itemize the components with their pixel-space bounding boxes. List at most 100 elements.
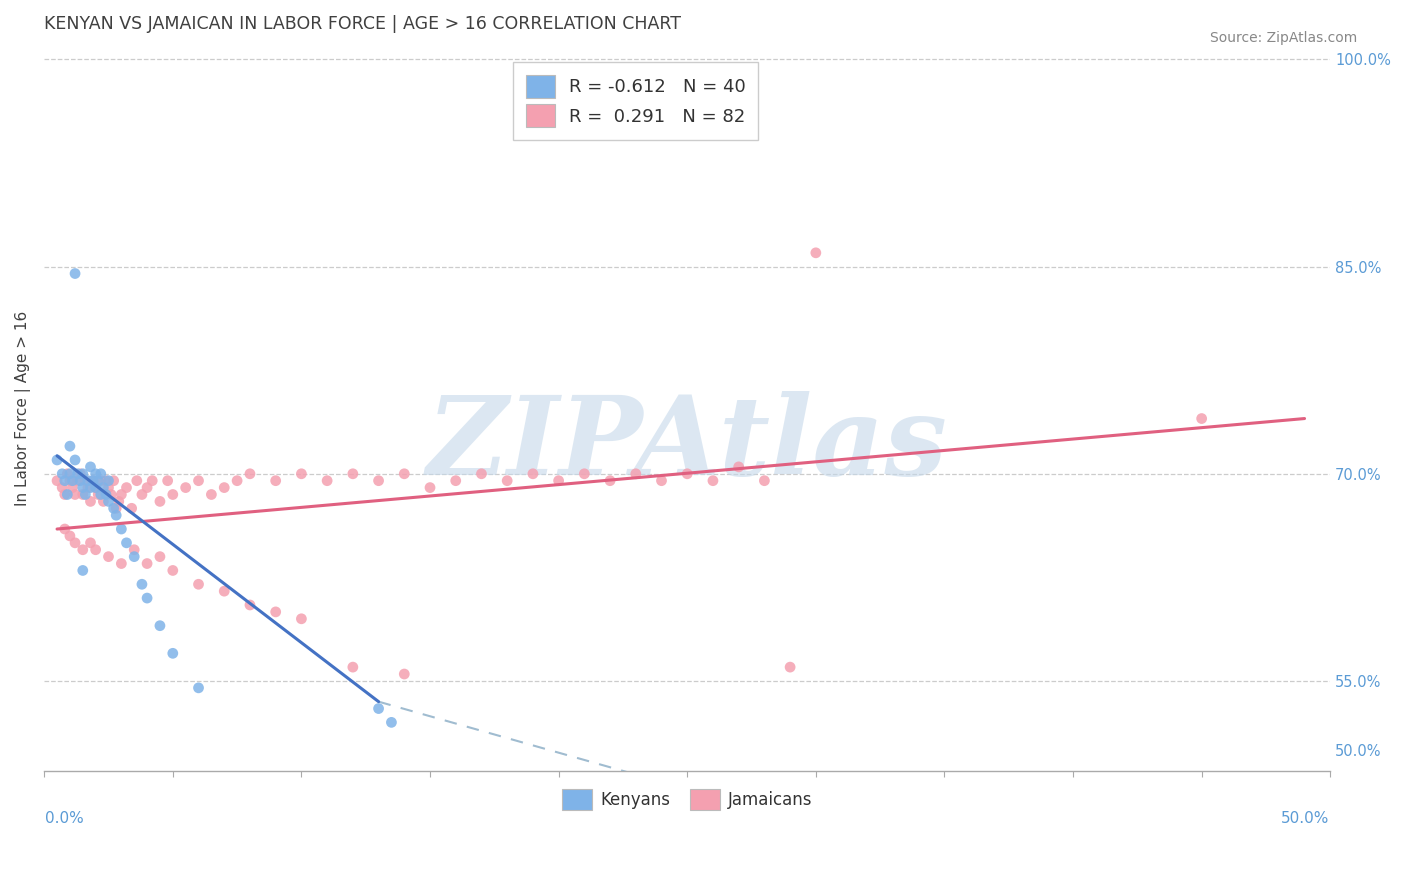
- Point: [75, 487, 97, 501]
- Point: [72, 487, 94, 501]
- Point: [79, 481, 101, 495]
- Point: [72, 542, 94, 557]
- Point: [187, 577, 209, 591]
- Legend: Kenyans, Jamaicans: Kenyans, Jamaicans: [555, 782, 820, 817]
- Point: [79, 494, 101, 508]
- Point: [367, 701, 389, 715]
- Point: [212, 584, 235, 599]
- Point: [115, 536, 138, 550]
- Point: [90, 487, 112, 501]
- Point: [77, 481, 100, 495]
- Point: [162, 646, 184, 660]
- Point: [125, 474, 148, 488]
- Point: [79, 536, 101, 550]
- Point: [51, 467, 73, 481]
- Point: [66, 474, 89, 488]
- Point: [290, 467, 312, 481]
- Point: [122, 542, 145, 557]
- Point: [59, 474, 82, 488]
- Point: [46, 474, 69, 488]
- Point: [419, 481, 441, 495]
- Point: [162, 564, 184, 578]
- Point: [72, 481, 94, 495]
- Point: [51, 481, 73, 495]
- Text: 0.0%: 0.0%: [45, 811, 84, 826]
- Point: [212, 481, 235, 495]
- Point: [110, 487, 132, 501]
- Point: [97, 481, 120, 495]
- Point: [702, 474, 724, 488]
- Point: [522, 467, 544, 481]
- Point: [97, 549, 120, 564]
- Point: [115, 481, 138, 495]
- Point: [624, 467, 647, 481]
- Point: [105, 508, 128, 523]
- Point: [239, 598, 262, 612]
- Point: [77, 474, 100, 488]
- Point: [156, 474, 179, 488]
- Point: [56, 487, 79, 501]
- Point: [82, 474, 104, 488]
- Point: [72, 467, 94, 481]
- Point: [84, 481, 107, 495]
- Point: [380, 715, 402, 730]
- Point: [174, 481, 197, 495]
- Point: [90, 474, 112, 488]
- Point: [367, 474, 389, 488]
- Point: [122, 549, 145, 564]
- Point: [264, 605, 287, 619]
- Text: ZIPAtlas: ZIPAtlas: [427, 391, 948, 499]
- Point: [804, 245, 827, 260]
- Point: [149, 549, 172, 564]
- Point: [136, 591, 159, 605]
- Point: [1191, 411, 1213, 425]
- Point: [63, 453, 86, 467]
- Point: [103, 501, 125, 516]
- Text: KENYAN VS JAMAICAN IN LABOR FORCE | AGE > 16 CORRELATION CHART: KENYAN VS JAMAICAN IN LABOR FORCE | AGE …: [44, 15, 681, 33]
- Point: [496, 474, 519, 488]
- Point: [63, 487, 86, 501]
- Point: [93, 481, 115, 495]
- Point: [136, 481, 159, 495]
- Point: [62, 474, 84, 488]
- Point: [676, 467, 699, 481]
- Point: [56, 467, 79, 481]
- Point: [59, 439, 82, 453]
- Point: [94, 474, 117, 488]
- Point: [316, 474, 339, 488]
- Point: [84, 542, 107, 557]
- Point: [342, 660, 364, 674]
- Point: [100, 487, 122, 501]
- Point: [63, 536, 86, 550]
- Point: [97, 474, 120, 488]
- Point: [650, 474, 672, 488]
- Point: [239, 467, 262, 481]
- Point: [754, 474, 776, 488]
- Point: [90, 467, 112, 481]
- Point: [97, 494, 120, 508]
- Point: [779, 660, 801, 674]
- Point: [727, 459, 749, 474]
- Point: [69, 467, 91, 481]
- Point: [46, 453, 69, 467]
- Point: [59, 467, 82, 481]
- Point: [94, 487, 117, 501]
- Point: [131, 577, 153, 591]
- Point: [136, 557, 159, 571]
- Point: [105, 501, 128, 516]
- Point: [110, 557, 132, 571]
- Point: [342, 467, 364, 481]
- Point: [59, 529, 82, 543]
- Point: [264, 474, 287, 488]
- Point: [187, 681, 209, 695]
- Point: [103, 474, 125, 488]
- Point: [141, 474, 163, 488]
- Point: [87, 487, 110, 501]
- Point: [290, 612, 312, 626]
- Point: [200, 487, 222, 501]
- Y-axis label: In Labor Force | Age > 16: In Labor Force | Age > 16: [15, 310, 31, 506]
- Point: [547, 474, 569, 488]
- Point: [131, 487, 153, 501]
- Point: [444, 474, 467, 488]
- Point: [66, 467, 89, 481]
